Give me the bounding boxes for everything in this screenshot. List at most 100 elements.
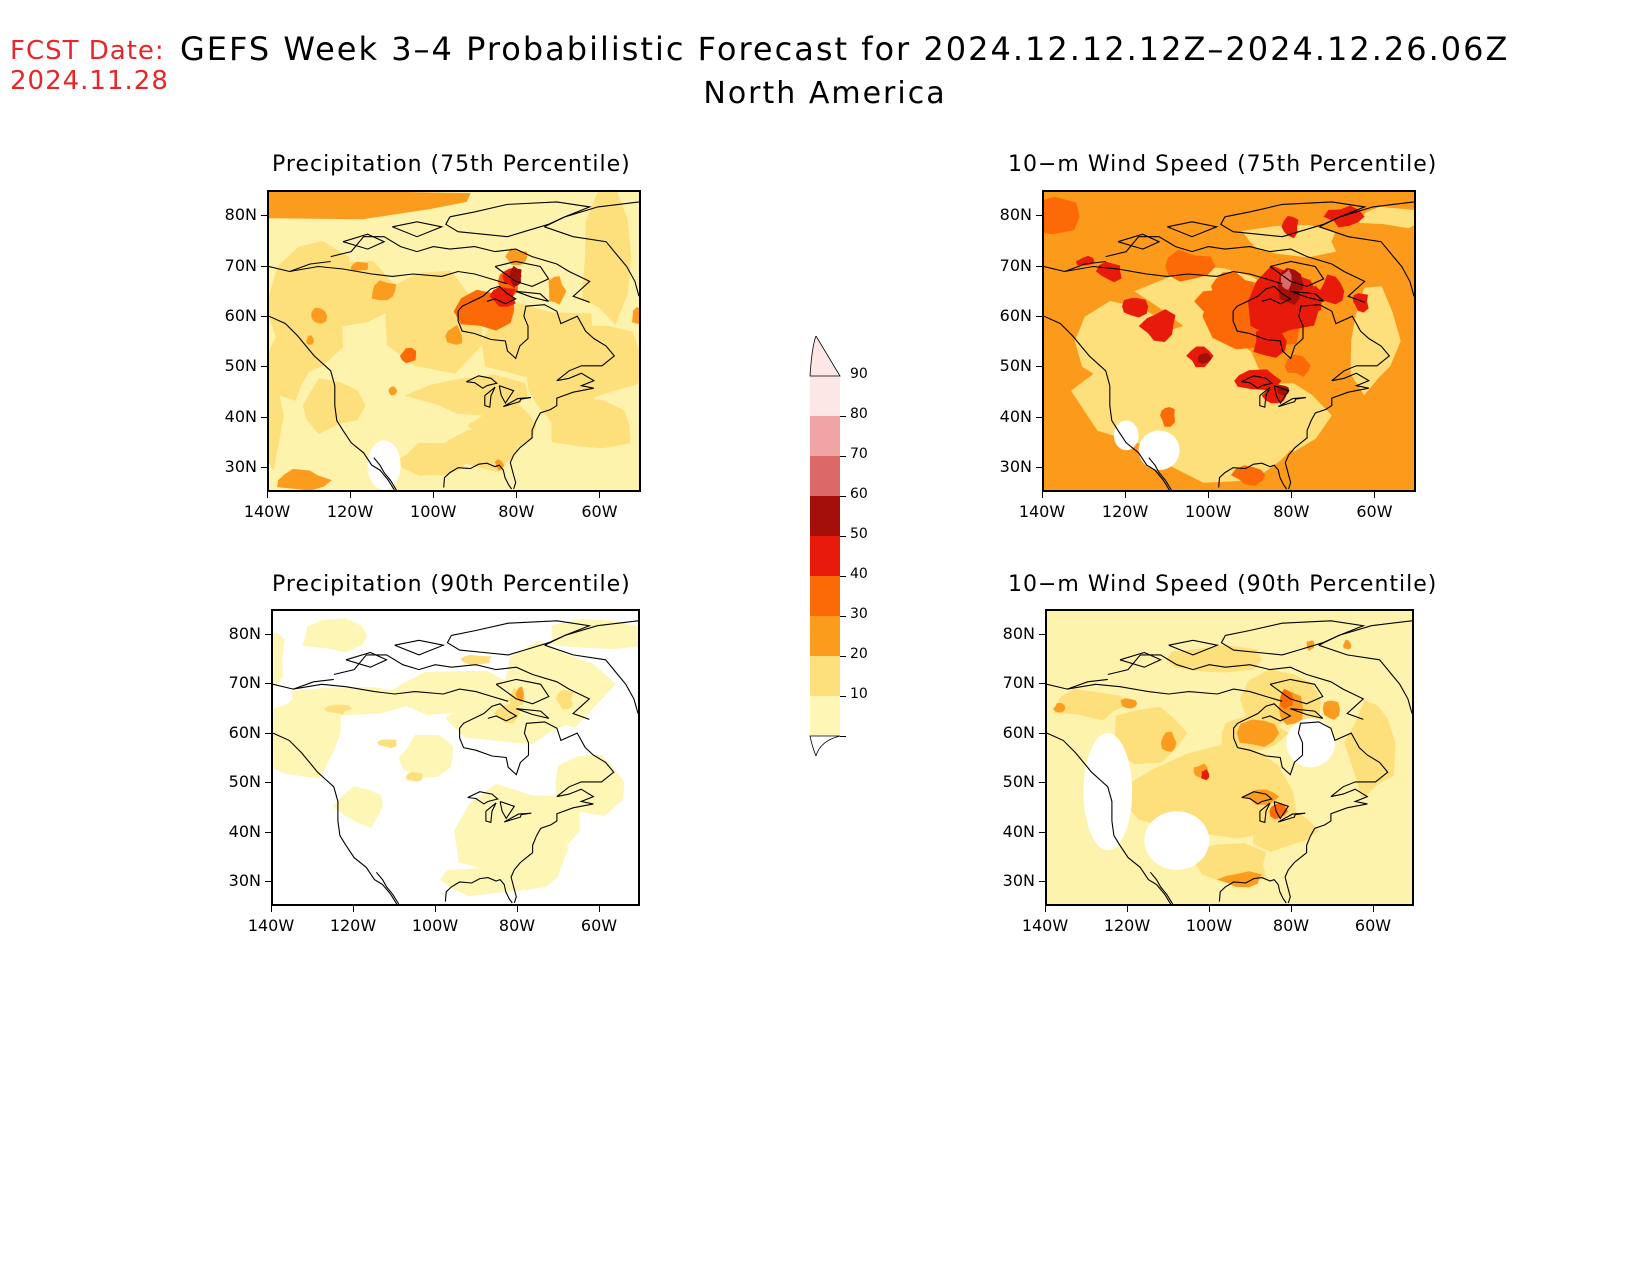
prob-area-20 [1114, 740, 1299, 839]
coastline [1273, 385, 1290, 405]
coastline [544, 620, 638, 646]
coastline [467, 791, 499, 805]
prob-area-30 [311, 307, 328, 324]
prob-area-20 [1350, 286, 1401, 396]
colorbar-tick [840, 696, 846, 697]
prob-area-below-10 [1286, 718, 1335, 768]
lon-tick [433, 492, 435, 498]
lat-label: 80N [1002, 623, 1035, 643]
lon-label: 80W [1272, 916, 1310, 935]
lat-tick [261, 466, 267, 468]
lon-tick [435, 906, 436, 912]
lon-label: 120W [1103, 916, 1151, 935]
prob-area-30 [1120, 698, 1138, 709]
lat-label: 30N [224, 456, 257, 476]
coastline [330, 236, 591, 303]
colorbar-swatch-80 [810, 416, 840, 456]
prob-area-40 [1269, 802, 1288, 820]
prob-area-30 [445, 324, 463, 345]
colorbar-label: 80 [850, 406, 868, 422]
prob-area-40 [1211, 271, 1250, 300]
map-wind-75 [1042, 190, 1416, 492]
colorbar-label: 40 [850, 566, 868, 582]
fcst-date-block: FCST Date: 2024.11.28 [10, 36, 169, 96]
coastline [1064, 260, 1106, 273]
lat-tick [1036, 366, 1042, 368]
colorbar-swatch-10 [810, 696, 840, 736]
colorbar-swatch-40 [810, 576, 840, 616]
prob-area-10 [273, 632, 285, 688]
prob-area-30 [548, 276, 567, 305]
lon-label: 120W [1101, 502, 1149, 521]
prob-area-20 [1344, 700, 1396, 800]
coastline [457, 285, 517, 322]
lat-tick [261, 416, 267, 418]
coastline [459, 721, 615, 904]
lat-tick [265, 633, 271, 635]
prob-area-30 [388, 386, 398, 396]
coastline [485, 802, 497, 824]
lat-tick [1039, 831, 1045, 833]
coastline [1107, 654, 1365, 720]
map-canvas [273, 611, 638, 904]
coastline [1047, 683, 1283, 702]
lon-tick [1125, 492, 1127, 498]
coastline [394, 639, 446, 656]
lat-label: 60N [1002, 722, 1035, 742]
colorbar-swatch-50 [810, 536, 840, 576]
map-canvas [269, 192, 639, 490]
lon-tick [1291, 492, 1293, 498]
coastline [1149, 871, 1174, 904]
lat-label: 60N [999, 305, 1032, 325]
prob-area-20 [324, 704, 353, 715]
lat-tick [1039, 683, 1045, 685]
lat-tick [265, 782, 271, 784]
prob-area-30 [371, 280, 397, 301]
prob-area-50 [1201, 769, 1210, 781]
coastline [1105, 236, 1366, 303]
coastline [345, 651, 388, 668]
prob-area-40 [1044, 196, 1080, 235]
colorbar-tick [840, 656, 846, 657]
coastline [544, 226, 639, 297]
prob-area-50 [1122, 298, 1149, 318]
coastline [1290, 290, 1324, 302]
panel-title-precip-90: Precipitation (90th Percentile) [272, 572, 631, 597]
coastline [1119, 651, 1162, 668]
lat-tick [1036, 315, 1042, 317]
lat-label: 30N [1002, 871, 1035, 891]
lat-tick [261, 215, 267, 217]
lon-tick [1291, 906, 1292, 912]
coastline [1278, 397, 1306, 408]
lat-tick [265, 732, 271, 734]
prob-area-20 [377, 739, 397, 749]
coastline [443, 462, 513, 490]
lat-label: 80N [224, 205, 257, 225]
coastline [1067, 678, 1108, 690]
coastline [1241, 791, 1273, 805]
lon-label: 80W [498, 916, 536, 935]
lat-tick [261, 265, 267, 267]
colorbar-label: 90 [850, 366, 868, 382]
prob-area-40 [1160, 407, 1176, 427]
lon-tick [1209, 906, 1210, 912]
coastline [1218, 462, 1288, 490]
prob-area-below-10 [1138, 430, 1180, 471]
coastline [544, 201, 639, 228]
coastline [1232, 304, 1391, 490]
coastline [333, 654, 591, 720]
prob-area-40 [1165, 249, 1216, 282]
lon-tick [599, 492, 601, 498]
prob-area-30 [1243, 789, 1280, 805]
lon-tick [271, 906, 272, 912]
prob-area-20 [493, 703, 520, 724]
colorbar-swatch-70 [810, 456, 840, 496]
prob-area-10 [273, 703, 342, 779]
colorbar-label: 30 [850, 606, 868, 622]
prob-area-30 [515, 686, 524, 702]
coastline [1290, 708, 1324, 719]
colorbar-swatch-90 [810, 376, 840, 416]
prob-area-30 [1322, 700, 1340, 720]
colorbar-tick [840, 456, 846, 457]
prob-area-40 [399, 347, 417, 364]
